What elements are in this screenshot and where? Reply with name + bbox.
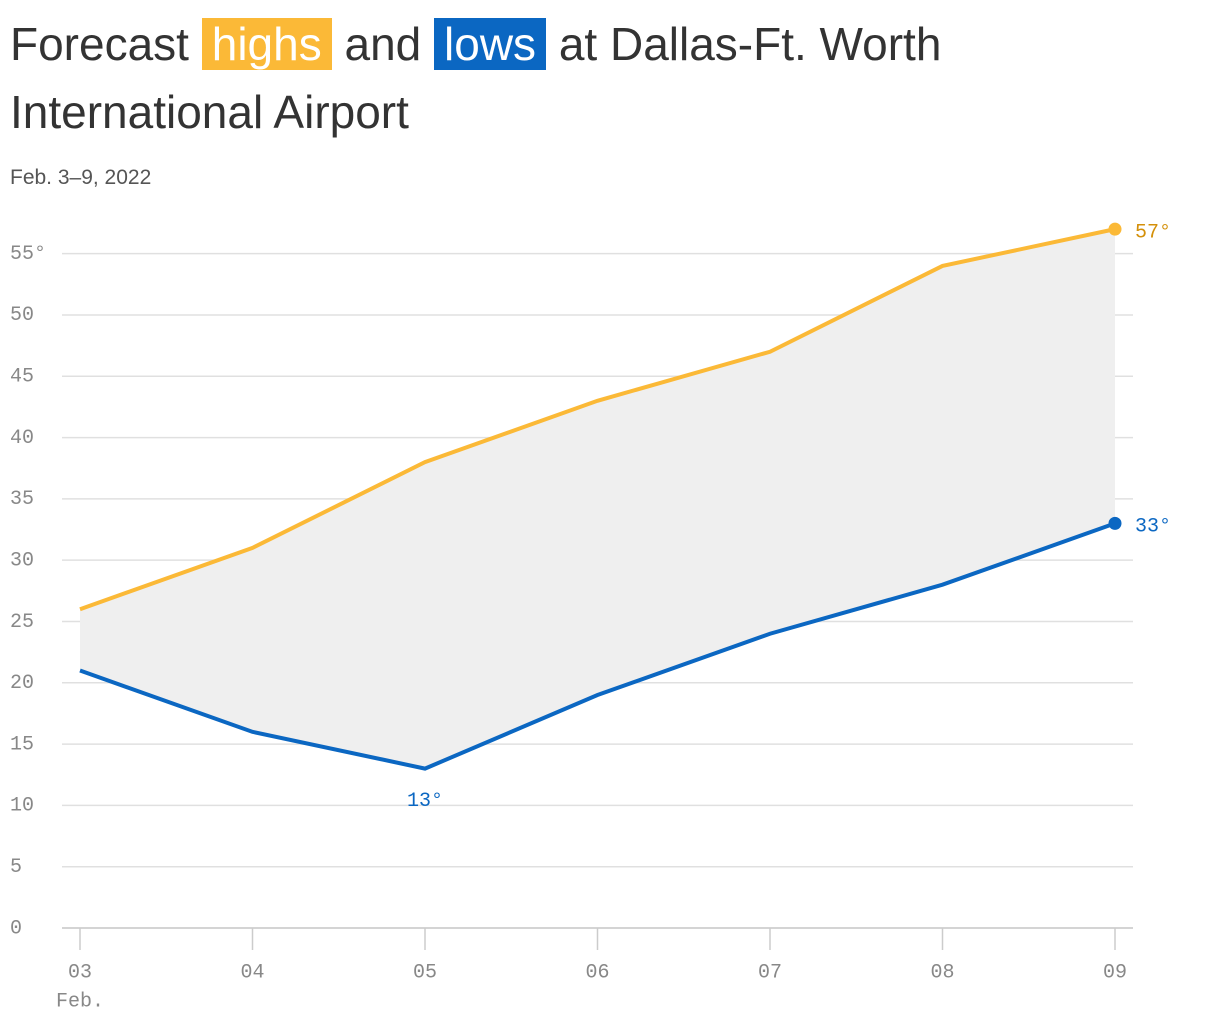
end-point bbox=[1108, 222, 1122, 236]
y-tick-label: 5 bbox=[10, 856, 22, 879]
y-tick-label: 55° bbox=[10, 243, 46, 266]
series-line bbox=[79, 521, 1116, 771]
x-tick-label: 07 bbox=[758, 961, 782, 984]
title-text: and bbox=[344, 18, 422, 70]
x-tick-label: 06 bbox=[585, 961, 609, 984]
x-tick-label: 05 bbox=[413, 961, 437, 984]
y-tick-label: 45 bbox=[10, 366, 34, 389]
title-text: Forecast bbox=[10, 18, 189, 70]
x-tick-label: 04 bbox=[240, 961, 264, 984]
x-sublabel: Feb. bbox=[56, 990, 104, 1013]
title-text: at Dallas-Ft. Worth International Airpor… bbox=[10, 18, 942, 138]
chart-title: Forecast highs and lows at Dallas-Ft. Wo… bbox=[10, 10, 1200, 146]
subtitle: Feb. 3–9, 2022 bbox=[10, 166, 152, 189]
series-line bbox=[79, 227, 1116, 612]
title-highlight: lows bbox=[434, 18, 547, 70]
end-point bbox=[1108, 516, 1122, 530]
value-label: 57° bbox=[1135, 221, 1171, 244]
x-tick-label: 03 bbox=[68, 961, 92, 984]
title-highlight: highs bbox=[201, 18, 332, 70]
value-label: 13° bbox=[407, 790, 443, 813]
y-tick-label: 0 bbox=[10, 917, 22, 940]
y-tick-label: 30 bbox=[10, 549, 34, 572]
y-tick-label: 40 bbox=[10, 427, 34, 450]
y-tick-label: 10 bbox=[10, 795, 34, 818]
x-tick-label: 09 bbox=[1103, 961, 1127, 984]
y-tick-label: 50 bbox=[10, 304, 34, 327]
y-tick-label: 35 bbox=[10, 488, 34, 511]
y-tick-label: 25 bbox=[10, 611, 34, 634]
y-tick-label: 20 bbox=[10, 672, 34, 695]
y-tick-label: 15 bbox=[10, 733, 34, 756]
value-label: 33° bbox=[1135, 516, 1171, 539]
range-band bbox=[80, 229, 1115, 769]
x-tick-label: 08 bbox=[930, 961, 954, 984]
